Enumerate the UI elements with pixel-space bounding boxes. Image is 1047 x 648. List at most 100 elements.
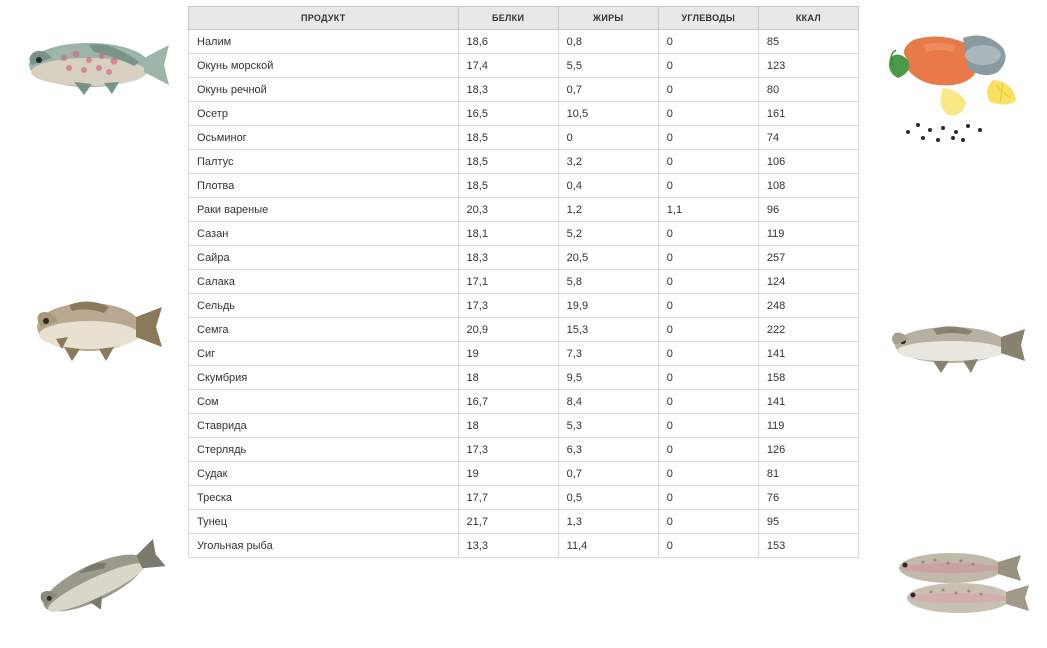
cell-value: 0 xyxy=(658,54,758,78)
table-row: Салака17,15,80124 xyxy=(189,270,859,294)
carp-side-icon xyxy=(14,269,174,379)
col-header-protein: БЕЛКИ xyxy=(458,7,558,30)
table-row: Судак190,7081 xyxy=(189,462,859,486)
cell-value: 0 xyxy=(658,246,758,270)
whitefish-side-icon xyxy=(873,289,1033,399)
col-header-kcal: ККАЛ xyxy=(758,7,858,30)
cell-product: Налим xyxy=(189,30,459,54)
cell-value: 0 xyxy=(658,270,758,294)
cell-value: 141 xyxy=(758,390,858,414)
table-row: Сайра18,320,50257 xyxy=(189,246,859,270)
cell-product: Сельдь xyxy=(189,294,459,318)
table-row: Сельдь17,319,90248 xyxy=(189,294,859,318)
nutrition-table: ПРОДУКТ БЕЛКИ ЖИРЫ УГЛЕВОДЫ ККАЛ Налим18… xyxy=(188,6,859,558)
cell-product: Судак xyxy=(189,462,459,486)
cell-product: Тунец xyxy=(189,510,459,534)
right-decoration-column xyxy=(859,0,1047,648)
cell-value: 9,5 xyxy=(558,366,658,390)
cell-product: Сиг xyxy=(189,342,459,366)
cell-value: 1,2 xyxy=(558,198,658,222)
salmon-jump-icon xyxy=(14,528,174,638)
cell-value: 0 xyxy=(658,534,758,558)
cell-value: 5,2 xyxy=(558,222,658,246)
table-row: Тунец21,71,3095 xyxy=(189,510,859,534)
salmon-steak-plate-icon xyxy=(868,10,1038,160)
cell-value: 8,4 xyxy=(558,390,658,414)
cell-value: 1,1 xyxy=(658,198,758,222)
cell-value: 0 xyxy=(558,126,658,150)
cell-value: 16,5 xyxy=(458,102,558,126)
cell-value: 0 xyxy=(658,318,758,342)
table-row: Сиг197,30141 xyxy=(189,342,859,366)
col-header-fat: ЖИРЫ xyxy=(558,7,658,30)
table-row: Налим18,60,8085 xyxy=(189,30,859,54)
cell-value: 0,7 xyxy=(558,78,658,102)
cell-value: 0 xyxy=(658,414,758,438)
cell-product: Палтус xyxy=(189,150,459,174)
table-row: Ставрида185,30119 xyxy=(189,414,859,438)
cell-value: 0 xyxy=(658,366,758,390)
cell-value: 119 xyxy=(758,222,858,246)
cell-value: 161 xyxy=(758,102,858,126)
cell-value: 80 xyxy=(758,78,858,102)
table-row: Осетр16,510,50161 xyxy=(189,102,859,126)
cell-value: 10,5 xyxy=(558,102,658,126)
cell-value: 141 xyxy=(758,342,858,366)
cell-value: 222 xyxy=(758,318,858,342)
cell-product: Стерлядь xyxy=(189,438,459,462)
cell-value: 17,1 xyxy=(458,270,558,294)
table-row: Треска17,70,5076 xyxy=(189,486,859,510)
cell-value: 76 xyxy=(758,486,858,510)
col-header-product: ПРОДУКТ xyxy=(189,7,459,30)
cell-value: 0 xyxy=(658,222,758,246)
cell-product: Раки вареные xyxy=(189,198,459,222)
cell-value: 19 xyxy=(458,462,558,486)
cell-value: 96 xyxy=(758,198,858,222)
cell-product: Осетр xyxy=(189,102,459,126)
left-decoration-column xyxy=(0,0,188,648)
cell-value: 0 xyxy=(658,342,758,366)
cell-product: Угольная рыба xyxy=(189,534,459,558)
cell-value: 7,3 xyxy=(558,342,658,366)
cell-value: 13,3 xyxy=(458,534,558,558)
cell-value: 18,5 xyxy=(458,174,558,198)
cell-value: 95 xyxy=(758,510,858,534)
cell-value: 20,3 xyxy=(458,198,558,222)
table-row: Сом16,78,40141 xyxy=(189,390,859,414)
cell-value: 19,9 xyxy=(558,294,658,318)
cell-value: 3,2 xyxy=(558,150,658,174)
cell-value: 18,5 xyxy=(458,126,558,150)
cell-value: 18,6 xyxy=(458,30,558,54)
table-row: Окунь морской17,45,50123 xyxy=(189,54,859,78)
cell-value: 0,7 xyxy=(558,462,658,486)
cell-value: 119 xyxy=(758,414,858,438)
table-row: Стерлядь17,36,30126 xyxy=(189,438,859,462)
nutrition-table-container: ПРОДУКТ БЕЛКИ ЖИРЫ УГЛЕВОДЫ ККАЛ Налим18… xyxy=(188,0,859,648)
cell-product: Семга xyxy=(189,318,459,342)
cell-value: 17,3 xyxy=(458,438,558,462)
cell-product: Салака xyxy=(189,270,459,294)
cell-value: 11,4 xyxy=(558,534,658,558)
cell-value: 126 xyxy=(758,438,858,462)
cell-value: 0 xyxy=(658,78,758,102)
cell-product: Сом xyxy=(189,390,459,414)
table-row: Палтус18,53,20106 xyxy=(189,150,859,174)
cell-value: 0 xyxy=(658,126,758,150)
trout-pair-icon xyxy=(873,528,1033,638)
cell-value: 18,3 xyxy=(458,246,558,270)
cell-value: 0 xyxy=(658,510,758,534)
cell-product: Ставрида xyxy=(189,414,459,438)
cell-value: 0 xyxy=(658,30,758,54)
cell-product: Сайра xyxy=(189,246,459,270)
table-row: Окунь речной18,30,7080 xyxy=(189,78,859,102)
cell-value: 0,8 xyxy=(558,30,658,54)
col-header-carbs: УГЛЕВОДЫ xyxy=(658,7,758,30)
cell-value: 106 xyxy=(758,150,858,174)
cell-value: 0 xyxy=(658,390,758,414)
cell-value: 153 xyxy=(758,534,858,558)
cell-value: 5,3 xyxy=(558,414,658,438)
cell-value: 18 xyxy=(458,414,558,438)
cell-value: 0,4 xyxy=(558,174,658,198)
table-row: Скумбрия189,50158 xyxy=(189,366,859,390)
table-row: Осьминог18,50074 xyxy=(189,126,859,150)
